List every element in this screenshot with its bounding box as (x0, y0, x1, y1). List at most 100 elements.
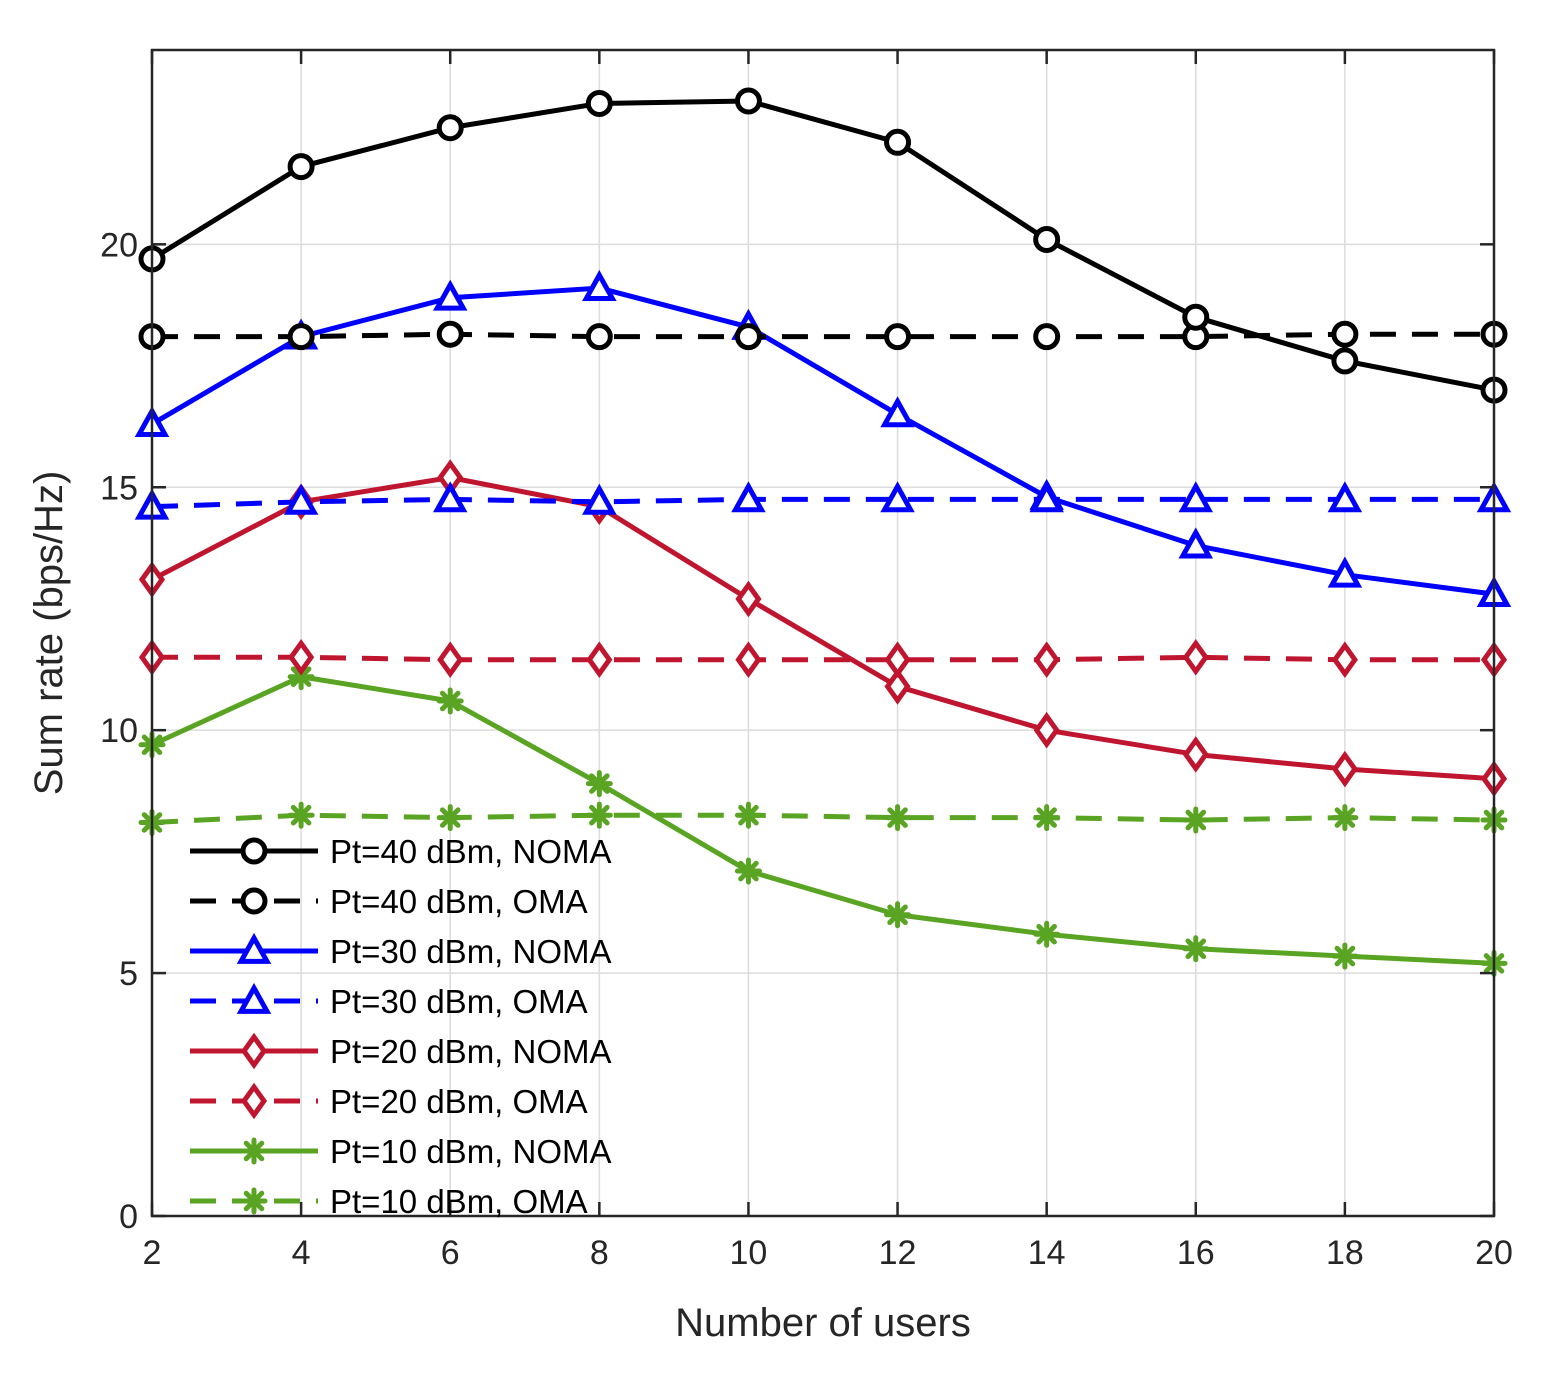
data-point (734, 857, 762, 885)
y-axis-label: Sum rate (bps/Hz) (27, 471, 71, 796)
data-point (432, 279, 468, 311)
data-point (1033, 804, 1061, 832)
legend-marker (240, 837, 268, 865)
data-point (432, 481, 468, 513)
data-point (884, 901, 912, 929)
data-point (1182, 806, 1210, 834)
data-point (1331, 804, 1359, 832)
legend-marker (240, 887, 268, 915)
asterisk-stroke (290, 666, 312, 688)
asterisk-stroke (1334, 945, 1356, 967)
axes-frame (150, 48, 1496, 1218)
series-pt-40-dbm-oma (138, 320, 1508, 351)
data-point (586, 641, 613, 679)
asterisk-stroke (738, 860, 759, 882)
y-tick-label: 5 (119, 955, 138, 993)
data-point (1033, 323, 1061, 351)
data-point (436, 114, 464, 142)
data-point (734, 87, 762, 115)
asterisk-stroke (243, 1190, 265, 1212)
legend-label: Pt=20 dBm, NOMA (330, 1033, 612, 1070)
data-point (1331, 641, 1358, 679)
x-tick-label: 8 (590, 1234, 609, 1272)
data-point (1331, 320, 1359, 348)
legend-label: Pt=20 dBm, OMA (330, 1083, 588, 1120)
asterisk-stroke (243, 1140, 265, 1162)
data-point (884, 128, 912, 156)
data-point (585, 801, 613, 829)
tick-labels: 2 4 6 8 10 12 14 16 18 20 0 5 10 15 20 (100, 226, 1513, 1272)
y-tick-label: 20 (100, 226, 138, 264)
legend-entry: Pt=10 dBm, OMA (190, 1183, 588, 1220)
series-line (151, 496, 1494, 510)
data-point (1327, 481, 1363, 513)
legend-marker (240, 1137, 268, 1165)
data-point (1033, 711, 1060, 749)
series-pt-10-dbm-oma (138, 801, 1508, 836)
data-point (287, 323, 315, 351)
data-point (884, 641, 911, 679)
legend-label: Pt=10 dBm, OMA (330, 1183, 588, 1220)
data-point (1327, 556, 1363, 588)
data-point (582, 483, 617, 515)
asterisk-stroke (887, 807, 908, 828)
legend-entry: Pt=10 dBm, NOMA (190, 1133, 612, 1170)
data-point (1182, 935, 1210, 963)
y-tick-label: 15 (100, 469, 138, 507)
x-tick-label: 4 (292, 1234, 311, 1272)
data-point (287, 153, 315, 181)
data-point (585, 89, 613, 117)
asterisk-stroke (1185, 809, 1207, 831)
data-point (436, 687, 464, 715)
legend-label: Pt=10 dBm, NOMA (330, 1133, 612, 1170)
data-point (1033, 225, 1061, 253)
asterisk-stroke (738, 804, 759, 826)
x-tick-label: 6 (441, 1234, 460, 1272)
data-point (283, 483, 319, 515)
data-point (585, 770, 613, 798)
data-point (884, 323, 912, 351)
asterisk-stroke (1036, 807, 1057, 828)
data-point (884, 804, 912, 832)
data-point (437, 641, 464, 679)
legend-entry: Pt=20 dBm, OMA (190, 1082, 588, 1120)
legend-label: Pt=40 dBm, OMA (330, 883, 588, 920)
data-point (436, 804, 464, 832)
legend-label: Pt=30 dBm, OMA (330, 983, 588, 1020)
data-point (735, 641, 762, 679)
x-tick-label: 10 (730, 1234, 768, 1272)
series-line (150, 674, 1495, 966)
legend-entry: Pt=30 dBm, NOMA (190, 932, 612, 970)
x-tick-label: 18 (1326, 1234, 1364, 1272)
asterisk-stroke (589, 773, 610, 794)
data-point (1331, 347, 1359, 375)
data-point (1033, 920, 1061, 948)
series-pt-40-dbm-noma (138, 87, 1508, 404)
x-tick-label: 12 (879, 1234, 917, 1272)
y-tick-label: 10 (100, 712, 138, 750)
asterisk-stroke (1185, 938, 1207, 960)
asterisk-stroke (1334, 807, 1356, 828)
series-line (150, 98, 1495, 393)
legend-marker (240, 1187, 268, 1215)
data-point (582, 269, 617, 301)
legend-marker (240, 1082, 268, 1120)
asterisk-stroke (439, 807, 461, 828)
data-point (585, 323, 613, 351)
legend-label: Pt=30 dBm, NOMA (330, 933, 612, 970)
series-line (150, 285, 1495, 597)
data-point (734, 801, 762, 829)
data-point (287, 801, 315, 829)
data-point (735, 580, 762, 618)
data-point (1178, 527, 1214, 559)
asterisk-stroke (887, 904, 908, 926)
legend-marker (236, 982, 272, 1014)
x-axis-label: Number of users (675, 1301, 971, 1345)
legend-entry: Pt=30 dBm, OMA (190, 982, 588, 1020)
axes (150, 48, 1496, 1218)
data-point (731, 481, 766, 513)
legend-entry: Pt=40 dBm, OMA (190, 883, 588, 920)
data-point (1182, 736, 1209, 773)
data-point (1033, 641, 1060, 679)
